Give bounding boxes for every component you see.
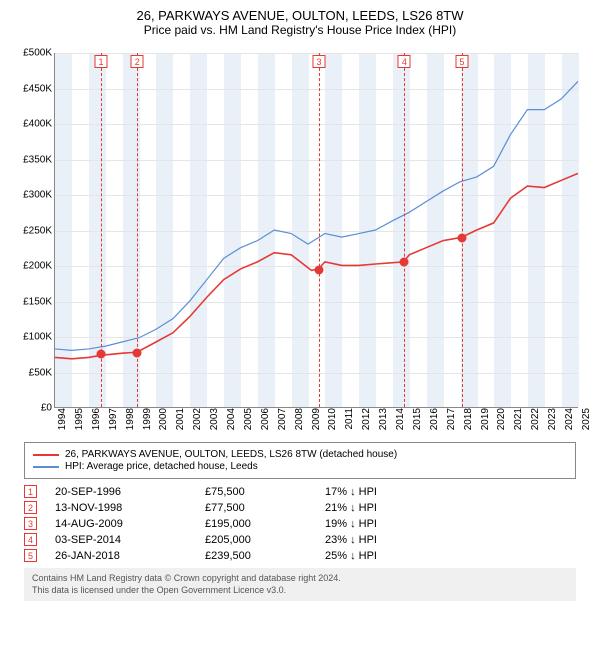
sale-marker-line: [462, 53, 463, 407]
row-diff: 25% ↓ HPI: [325, 550, 445, 562]
sale-marker-dot: [457, 233, 466, 242]
y-axis-label: £150K: [12, 296, 52, 307]
footer-attribution: Contains HM Land Registry data © Crown c…: [24, 568, 576, 601]
sale-marker-line: [319, 53, 320, 407]
x-axis-label: 2025: [581, 408, 600, 438]
row-flag: 3: [24, 517, 37, 530]
sale-marker-dot: [315, 265, 324, 274]
row-date: 13-NOV-1998: [55, 502, 205, 514]
sale-marker-line: [404, 53, 405, 407]
y-axis-label: £450K: [12, 83, 52, 94]
row-price: £239,500: [205, 550, 325, 562]
sale-flag: 3: [313, 55, 326, 68]
sale-flag: 1: [94, 55, 107, 68]
y-axis-label: £350K: [12, 154, 52, 165]
row-date: 20-SEP-1996: [55, 486, 205, 498]
row-diff: 23% ↓ HPI: [325, 534, 445, 546]
y-axis-label: £300K: [12, 190, 52, 201]
price-chart: £0 £50K £100K £150K £200K £250K £300K £350K £400…: [12, 43, 588, 438]
y-axis-label: £0: [12, 403, 52, 414]
sale-flag: 4: [398, 55, 411, 68]
table-row: 4 03-SEP-2014£205,00023% ↓ HPI: [24, 533, 576, 546]
y-axis-label: £50K: [12, 367, 52, 378]
legend-swatch: [33, 466, 59, 468]
y-axis-label: £250K: [12, 225, 52, 236]
y-axis-label: £500K: [12, 48, 52, 59]
footer-line: This data is licensed under the Open Gov…: [32, 585, 568, 597]
row-price: £205,000: [205, 534, 325, 546]
row-diff: 19% ↓ HPI: [325, 518, 445, 530]
table-row: 5 26-JAN-2018£239,50025% ↓ HPI: [24, 549, 576, 562]
row-flag: 2: [24, 501, 37, 514]
table-row: 3 14-AUG-2009£195,00019% ↓ HPI: [24, 517, 576, 530]
legend-item: 26, PARKWAYS AVENUE, OULTON, LEEDS, LS26…: [33, 449, 567, 460]
row-price: £75,500: [205, 486, 325, 498]
y-axis-label: £100K: [12, 332, 52, 343]
y-axis-label: £400K: [12, 119, 52, 130]
row-date: 14-AUG-2009: [55, 518, 205, 530]
row-diff: 17% ↓ HPI: [325, 486, 445, 498]
table-row: 2 13-NOV-1998£77,50021% ↓ HPI: [24, 501, 576, 514]
row-date: 26-JAN-2018: [55, 550, 205, 562]
row-price: £195,000: [205, 518, 325, 530]
row-flag: 5: [24, 549, 37, 562]
sale-marker-dot: [400, 258, 409, 267]
sale-marker-dot: [96, 350, 105, 359]
legend-label: 26, PARKWAYS AVENUE, OULTON, LEEDS, LS26…: [65, 449, 397, 460]
sales-table: 1 20-SEP-1996£75,50017% ↓ HPI 2 13-NOV-1998…: [24, 485, 576, 562]
legend-label: HPI: Average price, detached house, Leed…: [65, 461, 258, 472]
row-date: 03-SEP-2014: [55, 534, 205, 546]
y-axis-label: £200K: [12, 261, 52, 272]
legend-swatch: [33, 454, 59, 456]
sale-flag: 2: [131, 55, 144, 68]
sale-flag: 5: [455, 55, 468, 68]
page-subtitle: Price paid vs. HM Land Registry's House …: [12, 23, 588, 37]
row-flag: 1: [24, 485, 37, 498]
legend-item: HPI: Average price, detached house, Leed…: [33, 461, 567, 472]
row-price: £77,500: [205, 502, 325, 514]
footer-line: Contains HM Land Registry data © Crown c…: [32, 573, 568, 585]
row-flag: 4: [24, 533, 37, 546]
page-title: 26, PARKWAYS AVENUE, OULTON, LEEDS, LS26…: [12, 8, 588, 23]
row-diff: 21% ↓ HPI: [325, 502, 445, 514]
legend: 26, PARKWAYS AVENUE, OULTON, LEEDS, LS26…: [24, 442, 576, 479]
sale-marker-dot: [133, 348, 142, 357]
series-hpi: [55, 81, 578, 350]
table-row: 1 20-SEP-1996£75,50017% ↓ HPI: [24, 485, 576, 498]
